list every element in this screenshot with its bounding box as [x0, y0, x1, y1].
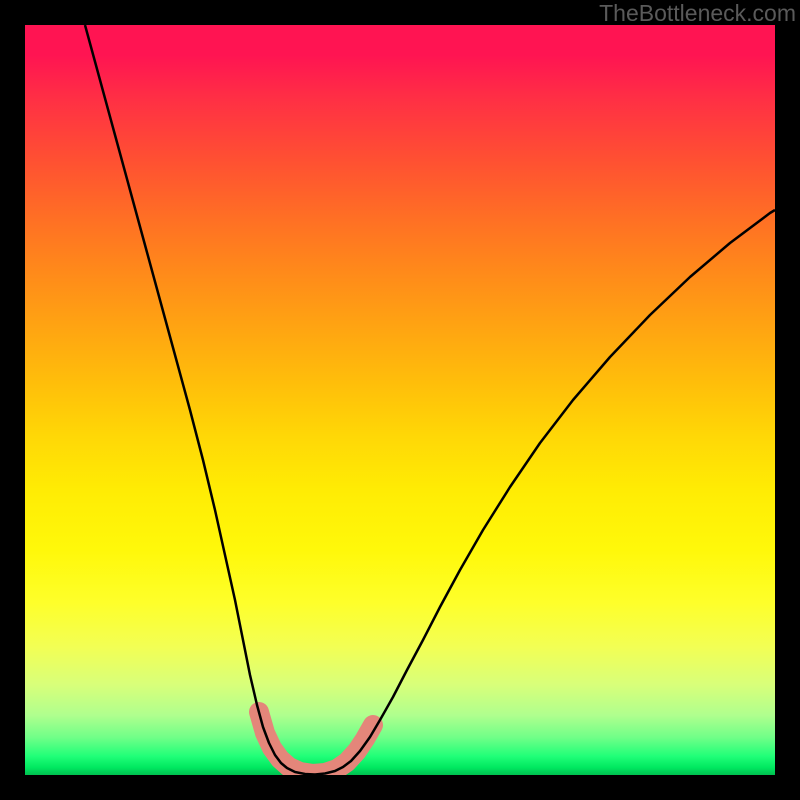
valley-highlight [259, 712, 373, 774]
chart-frame: TheBottleneck.com [0, 0, 800, 800]
curve-right [315, 210, 775, 775]
curve-layer [25, 25, 775, 775]
plot-area [25, 25, 775, 775]
curve-left [85, 25, 315, 775]
watermark-text: TheBottleneck.com [599, 0, 796, 27]
